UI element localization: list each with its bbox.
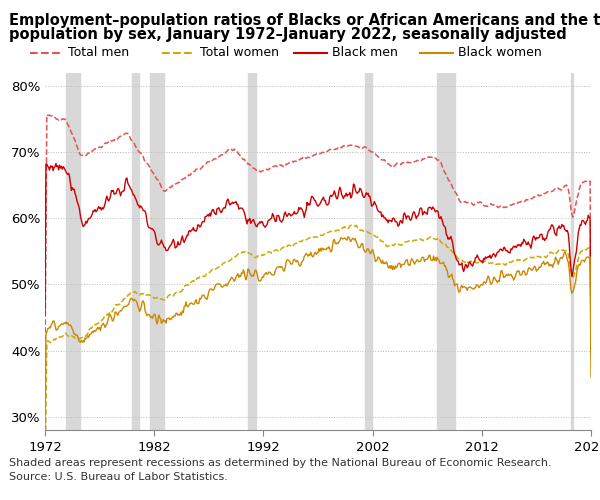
Text: Source: U.S. Bureau of Labor Statistics.: Source: U.S. Bureau of Labor Statistics. [9, 472, 228, 482]
Text: Employment–population ratios of Blacks or African Americans and the total: Employment–population ratios of Blacks o… [9, 12, 600, 28]
Bar [365, 72, 371, 430]
Bar [437, 72, 455, 430]
Text: population by sex, January 1972–January 2022, seasonally adjusted: population by sex, January 1972–January … [9, 28, 567, 42]
Bar [248, 72, 256, 430]
Text: Black men: Black men [332, 46, 398, 59]
Bar [571, 72, 573, 430]
Text: Total men: Total men [68, 46, 129, 59]
Text: Shaded areas represent recessions as determined by the National Bureau of Econom: Shaded areas represent recessions as det… [9, 458, 551, 468]
Text: Total women: Total women [200, 46, 279, 59]
Text: Black women: Black women [458, 46, 542, 59]
Bar [149, 72, 164, 430]
Bar [66, 72, 80, 430]
Bar [133, 72, 139, 430]
